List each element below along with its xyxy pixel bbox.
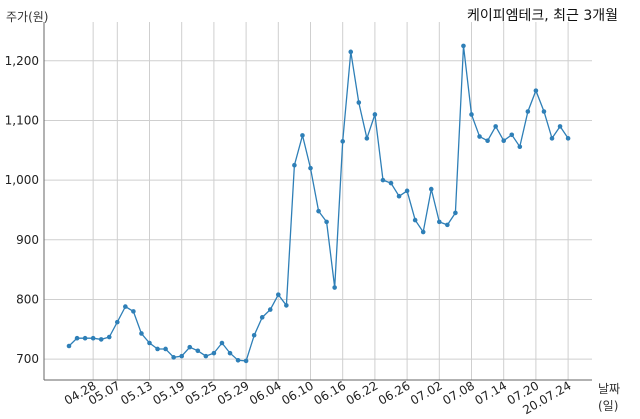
data-point: [372, 112, 378, 117]
y-tick-label: 1,000: [5, 173, 39, 187]
x-tick-label: 06.04: [247, 378, 284, 407]
data-point: [106, 334, 112, 340]
data-point: [227, 350, 233, 356]
data-point: [66, 343, 72, 349]
data-point: [211, 350, 217, 356]
x-tick-label: 06.26: [376, 378, 413, 407]
x-tick-label: 05.19: [150, 378, 187, 407]
x-tick-label: 06.10: [279, 378, 316, 407]
x-tick-label: 06.22: [344, 378, 381, 407]
data-point: [179, 353, 184, 359]
data-point: [98, 337, 104, 342]
data-point: [437, 219, 442, 225]
data-point: [243, 358, 249, 364]
data-point: [90, 335, 96, 341]
price-line: [68, 45, 569, 362]
chart-title: 케이피엠테크, 최근 3개월: [466, 8, 618, 24]
data-point: [276, 292, 281, 297]
data-point: [203, 353, 209, 359]
data-point: [300, 133, 305, 138]
data-point: [420, 229, 426, 235]
x-tick-label: 07.08: [440, 378, 477, 407]
data-point: [139, 331, 144, 336]
data-point: [308, 165, 313, 171]
data-point: [187, 344, 193, 350]
data-point: [348, 49, 354, 55]
data-point: [428, 186, 434, 192]
x-tick-label: 07.14: [472, 378, 509, 407]
data-point: [364, 136, 370, 141]
y-tick-label: 700: [16, 352, 39, 366]
data-point: [501, 138, 507, 144]
data-point: [115, 319, 120, 325]
data-point: [171, 355, 176, 360]
data-point: [147, 340, 152, 346]
y-tick-label: 1,200: [5, 54, 39, 68]
data-point: [445, 222, 450, 228]
data-point: [155, 346, 160, 352]
data-point: [517, 144, 523, 150]
data-point: [332, 285, 337, 290]
y-tick-label: 900: [16, 233, 39, 247]
data-point: [493, 124, 498, 129]
data-point: [131, 309, 136, 314]
data-point: [219, 340, 225, 346]
data-point: [292, 162, 297, 168]
data-point: [74, 335, 80, 341]
x-axis-title: 날짜(일): [598, 382, 621, 413]
data-point: [509, 132, 515, 138]
data-point: [259, 315, 265, 320]
axes: [43, 22, 592, 381]
data-point: [525, 109, 531, 114]
data-point: [267, 307, 273, 312]
data-point: [549, 136, 555, 141]
x-tick-label: 07.02: [408, 378, 445, 407]
y-tick-label: 800: [16, 292, 39, 306]
data-point: [324, 219, 329, 225]
data-point: [284, 303, 289, 308]
data-point: [461, 43, 466, 49]
x-tick-label: 05.29: [215, 378, 252, 407]
x-tick-label: 05.25: [183, 378, 220, 407]
data-point: [82, 335, 88, 341]
data-point: [533, 88, 539, 93]
data-point: [316, 208, 321, 214]
data-point: [340, 139, 346, 144]
data-point: [123, 304, 128, 309]
x-tick-label: 06.16: [311, 378, 348, 407]
y-axis-title: 주가(원): [6, 10, 49, 24]
data-point: [477, 134, 482, 139]
data-point: [541, 109, 547, 114]
series: [66, 43, 571, 364]
data-point: [195, 348, 201, 354]
tick-labels: 7008009001,0001,1001,20004.2805.0705.130…: [5, 54, 574, 418]
data-point: [485, 138, 490, 144]
data-point: [412, 217, 418, 223]
data-point: [557, 124, 563, 129]
data-point: [388, 180, 394, 186]
data-point: [356, 100, 362, 105]
data-point: [565, 136, 571, 141]
x-tick-label: 05.13: [118, 378, 155, 407]
data-point: [235, 358, 241, 363]
y-tick-label: 1,100: [5, 113, 39, 127]
data-point: [380, 177, 386, 183]
grid: [44, 22, 592, 380]
data-point: [163, 346, 168, 352]
data-point: [404, 188, 410, 194]
data-point: [251, 332, 257, 338]
data-point: [453, 210, 458, 216]
data-point: [469, 112, 474, 117]
data-point: [396, 193, 402, 199]
